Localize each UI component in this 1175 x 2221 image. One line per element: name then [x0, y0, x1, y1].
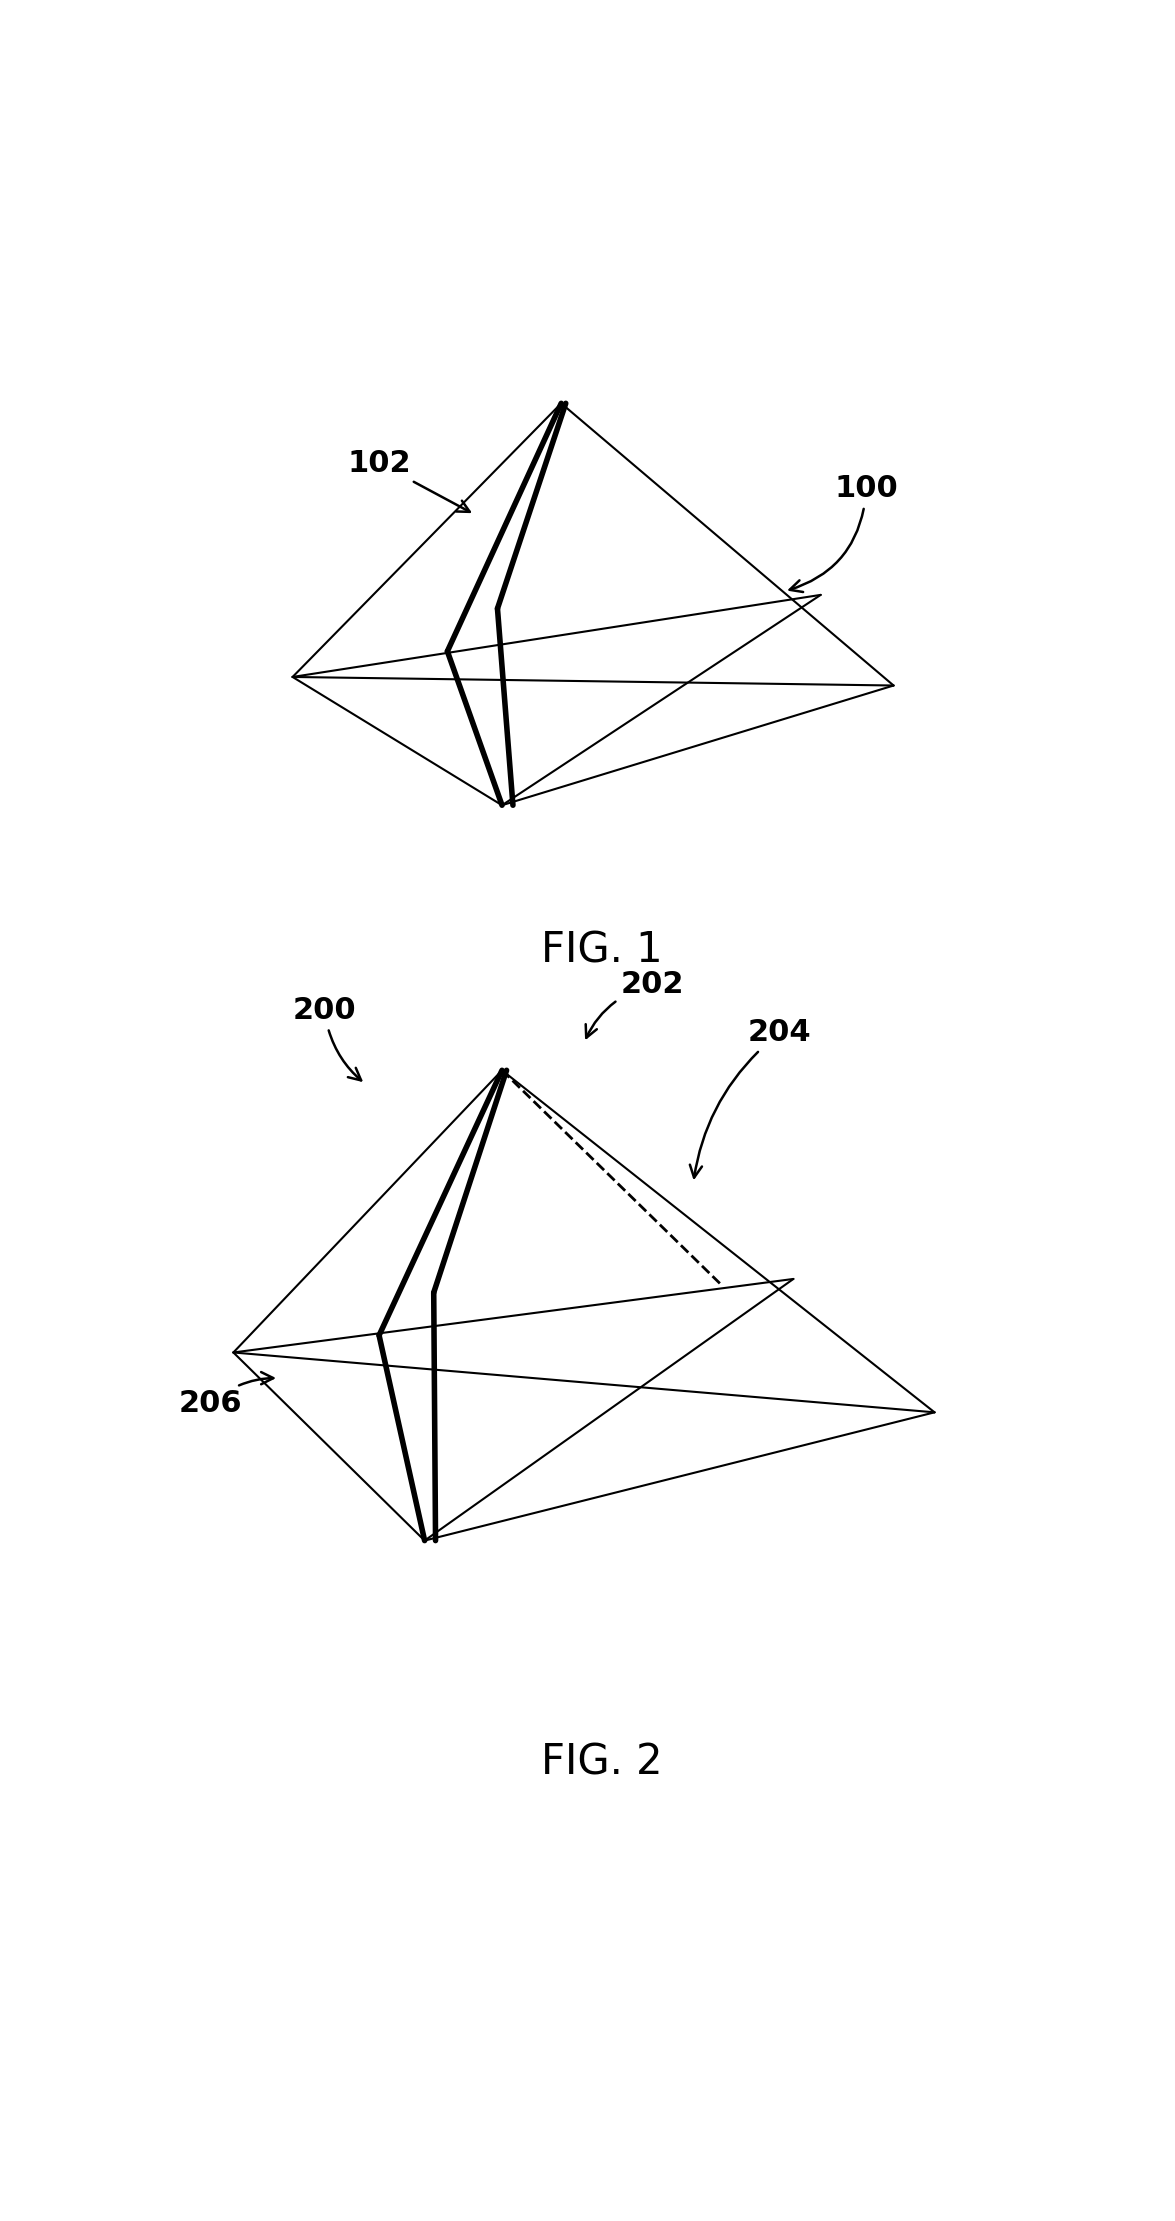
Text: 102: 102 — [348, 449, 470, 511]
Text: 202: 202 — [585, 971, 684, 1037]
Text: 206: 206 — [179, 1373, 274, 1419]
Text: FIG. 1: FIG. 1 — [542, 931, 663, 971]
Text: 100: 100 — [790, 475, 898, 593]
Text: 204: 204 — [690, 1017, 812, 1177]
Text: FIG. 2: FIG. 2 — [542, 1741, 663, 1783]
Text: 200: 200 — [293, 995, 361, 1079]
